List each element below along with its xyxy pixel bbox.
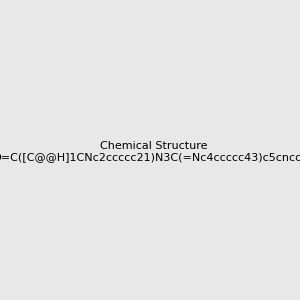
Text: Chemical Structure
O=C([C@@H]1CNc2ccccc21)N3C(=Nc4ccccc43)c5cnccc5: Chemical Structure O=C([C@@H]1CNc2ccccc2… — [0, 141, 300, 162]
